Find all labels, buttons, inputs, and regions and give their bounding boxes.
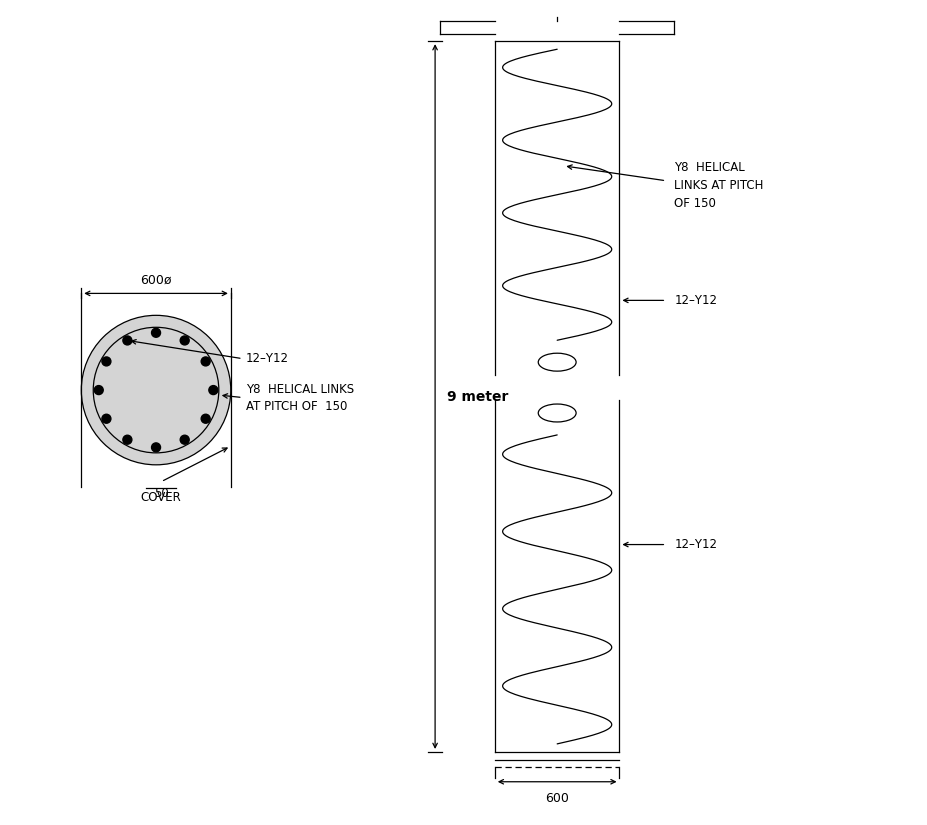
Text: COVER: COVER: [141, 491, 182, 504]
Circle shape: [95, 385, 103, 394]
Circle shape: [201, 414, 210, 423]
Circle shape: [151, 328, 160, 337]
Circle shape: [102, 414, 111, 423]
Text: 12–Y12: 12–Y12: [674, 294, 717, 307]
Circle shape: [82, 315, 231, 464]
Circle shape: [123, 336, 132, 345]
Circle shape: [209, 385, 218, 394]
Circle shape: [180, 436, 189, 444]
Circle shape: [123, 436, 132, 444]
Circle shape: [102, 357, 111, 366]
Text: 12–Y12: 12–Y12: [674, 538, 717, 551]
Text: 12–Y12: 12–Y12: [246, 352, 288, 365]
Text: Y8  HELICAL
LINKS AT PITCH
OF 150: Y8 HELICAL LINKS AT PITCH OF 150: [674, 161, 764, 210]
Text: 9 meter: 9 meter: [447, 389, 508, 403]
Circle shape: [151, 443, 160, 452]
Text: 600: 600: [545, 792, 569, 804]
Text: 50: 50: [154, 487, 169, 500]
Circle shape: [180, 336, 189, 345]
Text: 600ø: 600ø: [140, 273, 171, 286]
Text: Y8  HELICAL LINKS
AT PITCH OF  150: Y8 HELICAL LINKS AT PITCH OF 150: [246, 383, 354, 412]
Circle shape: [201, 357, 210, 366]
